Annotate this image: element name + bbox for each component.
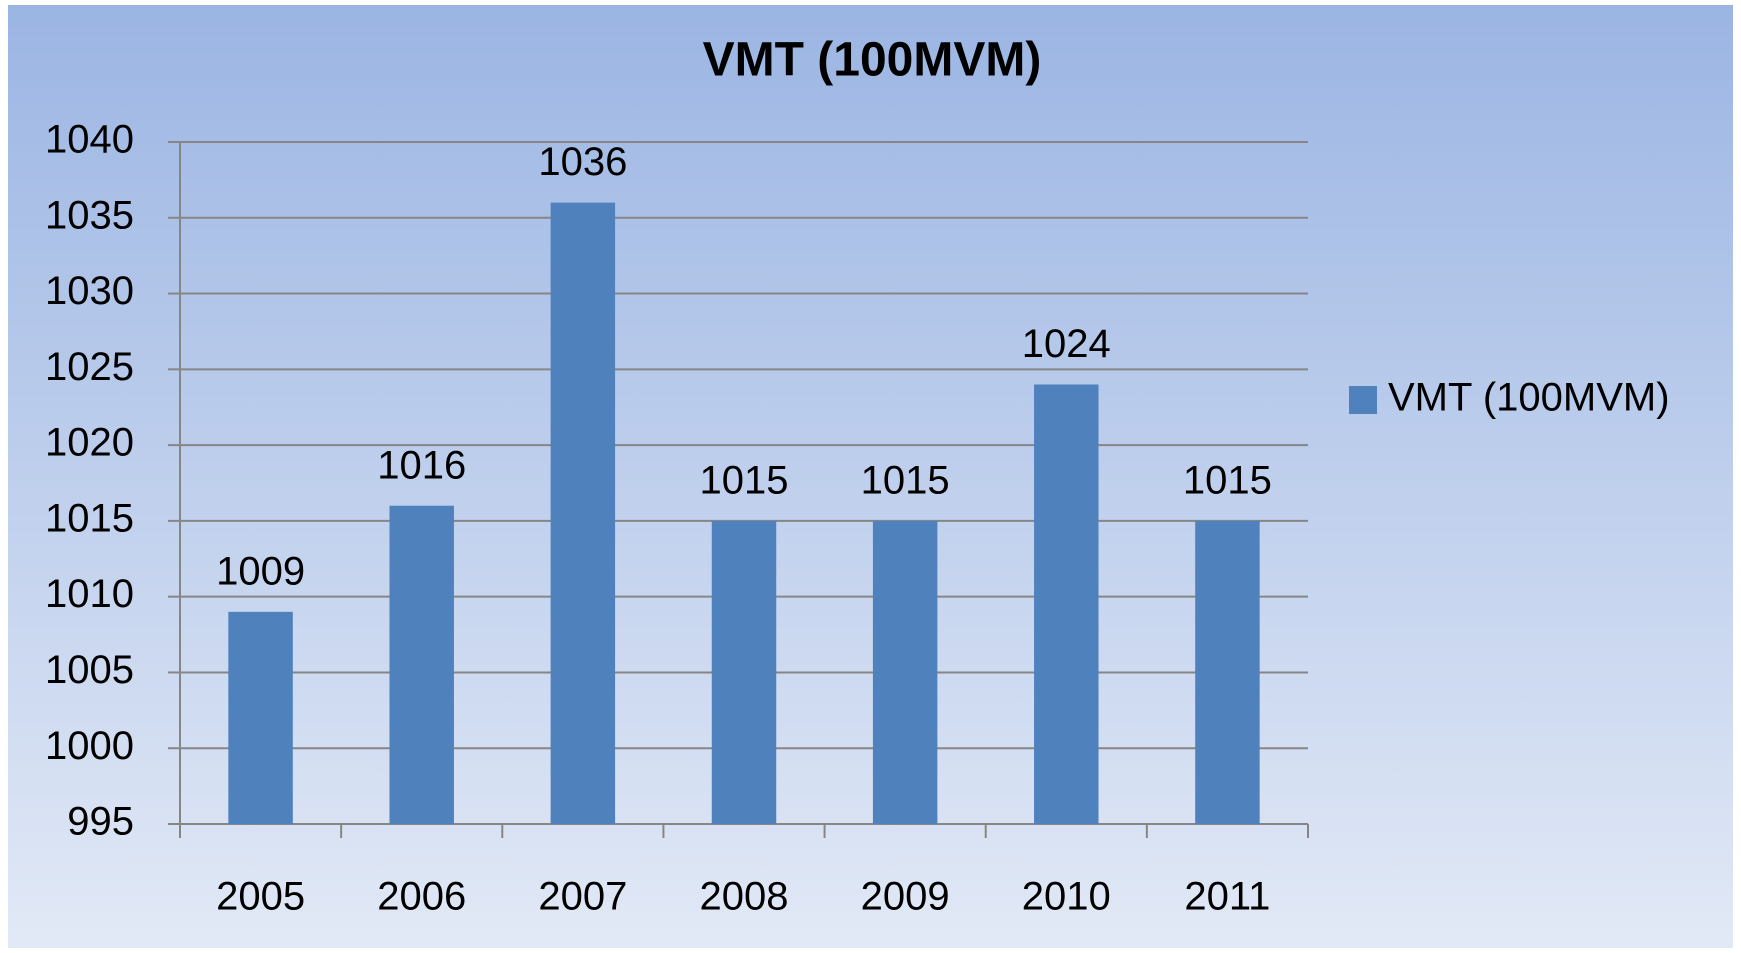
bar xyxy=(1195,520,1260,824)
x-tick-label: 2008 xyxy=(700,875,789,919)
x-tick-label: 2011 xyxy=(1184,875,1270,919)
y-tick-label: 1020 xyxy=(45,421,134,465)
x-tick-label: 2006 xyxy=(377,875,466,919)
data-label: 1016 xyxy=(377,443,466,487)
data-label: 1015 xyxy=(861,458,950,502)
bar xyxy=(1034,384,1099,824)
bar xyxy=(550,202,616,825)
y-tick-label: 1000 xyxy=(45,724,134,768)
bar xyxy=(228,611,293,824)
data-label: 1015 xyxy=(1183,458,1272,502)
bar xyxy=(872,520,938,824)
legend-label: VMT (100MVM) xyxy=(1388,376,1670,420)
y-tick-label: 1015 xyxy=(45,496,134,540)
y-tick-label: 1025 xyxy=(45,345,134,389)
chart-background xyxy=(8,5,1733,948)
legend-swatch xyxy=(1349,386,1377,414)
bar xyxy=(389,505,454,824)
y-tick-label: 1035 xyxy=(45,193,134,237)
bar xyxy=(711,520,777,824)
x-tick-label: 2009 xyxy=(861,875,950,919)
chart-title: VMT (100MVM) xyxy=(703,34,1042,87)
x-tick-label: 2005 xyxy=(216,875,305,919)
x-tick-label: 2007 xyxy=(538,875,627,919)
y-tick-label: 1005 xyxy=(45,648,134,692)
x-tick-label: 2010 xyxy=(1022,875,1111,919)
data-label: 1015 xyxy=(700,458,789,502)
y-tick-label: 1030 xyxy=(45,269,134,313)
y-tick-label: 1040 xyxy=(45,118,134,162)
y-tick-label: 1010 xyxy=(45,572,134,616)
data-label: 1036 xyxy=(538,140,627,184)
data-label: 1009 xyxy=(216,549,305,593)
data-label: 1024 xyxy=(1022,322,1111,366)
y-tick-label: 995 xyxy=(67,800,134,844)
